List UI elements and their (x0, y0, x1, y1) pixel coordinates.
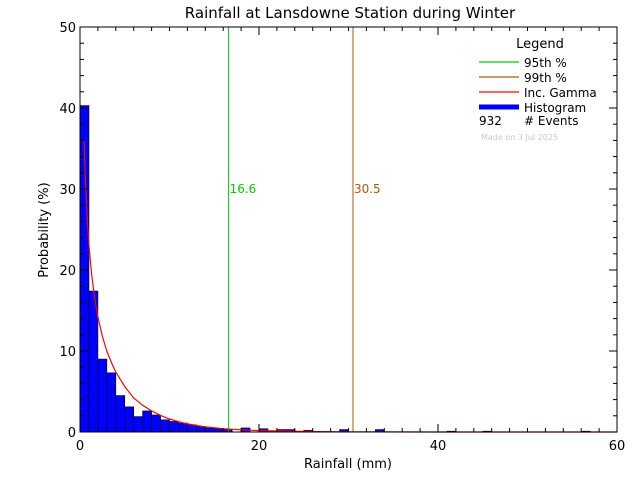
histogram-bar (124, 406, 134, 433)
legend-label: Inc. Gamma (524, 86, 597, 100)
percentile-label: 16.6 (230, 182, 257, 196)
y-tick-label: 10 (59, 345, 76, 360)
y-axis-label: Probability (%) (37, 182, 52, 277)
y-tick-label: 40 (59, 102, 76, 117)
histogram-bar (151, 414, 161, 433)
histogram-bars (79, 105, 591, 433)
x-axis-label: Rainfall (mm) (304, 457, 392, 472)
histogram-bar (178, 422, 188, 433)
x-tick-label: 40 (430, 439, 447, 454)
legend-label: Histogram (524, 101, 586, 115)
histogram-bar (133, 416, 143, 433)
y-tick-label: 30 (59, 183, 76, 198)
legend-label: 99th % (524, 71, 567, 85)
x-tick-label: 20 (251, 439, 268, 454)
histogram-bar (106, 372, 117, 433)
y-tick-label: 0 (68, 426, 76, 441)
legend-title: Legend (516, 37, 564, 52)
events-count: 932 (479, 114, 502, 128)
y-tick-label: 20 (59, 264, 76, 279)
events-label: # Events (524, 114, 579, 128)
made-on-note: Made on 3 Jul 2025 (481, 133, 558, 142)
y-tick-label: 50 (59, 21, 76, 36)
percentile-label: 30.5 (354, 182, 381, 196)
histogram-bar (115, 395, 126, 433)
legend-label: 95th % (524, 56, 567, 70)
chart-title: Rainfall at Lansdowne Station during Win… (185, 4, 516, 22)
histogram-bar (97, 358, 108, 433)
axis-ticks: 0 20 40 60 0 10 20 30 40 50 (59, 21, 625, 454)
x-tick-label: 60 (609, 439, 626, 454)
histogram-bar (160, 419, 170, 433)
histogram-bar (205, 427, 215, 433)
histogram-bar (169, 421, 179, 433)
gamma-curve (83, 140, 617, 433)
x-tick-label: 0 (76, 439, 84, 454)
histogram-bar (142, 410, 152, 433)
percentile-lines: 16.6 30.5 (228, 27, 381, 432)
